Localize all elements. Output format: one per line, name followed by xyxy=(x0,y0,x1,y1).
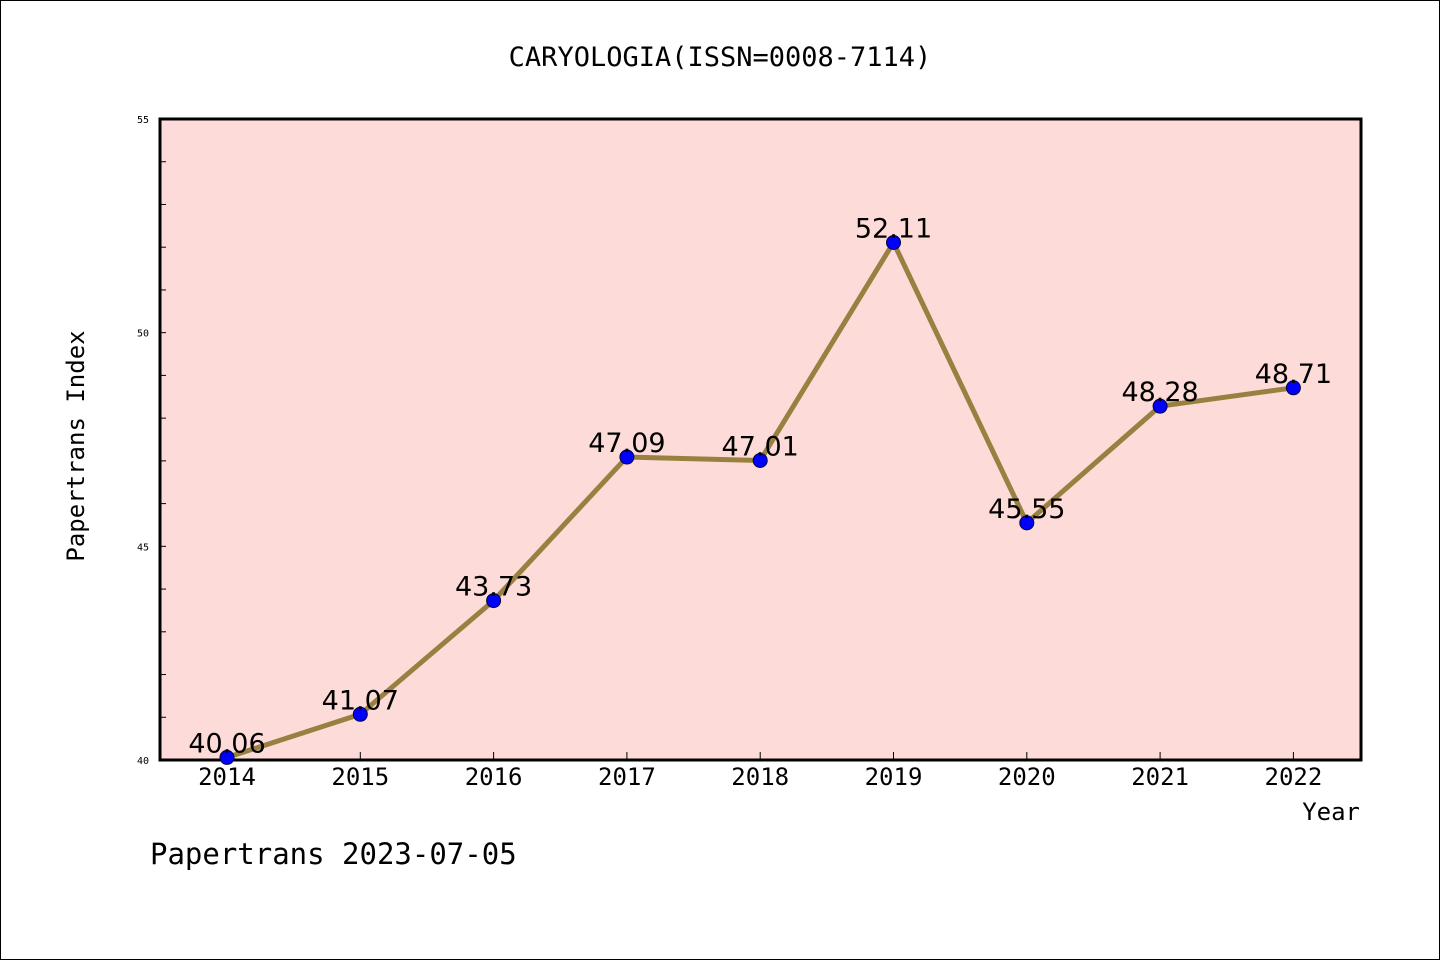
data-label: 47.09 xyxy=(588,428,665,459)
data-label: 45.55 xyxy=(988,494,1065,525)
data-point xyxy=(1285,380,1301,396)
data-point xyxy=(752,452,768,468)
data-label: 47.01 xyxy=(722,431,799,462)
x-tick-label: 2020 xyxy=(998,763,1056,791)
data-label: 48.71 xyxy=(1255,359,1332,390)
data-label: 43.73 xyxy=(455,572,532,603)
y-axis-label: Papertrans Index xyxy=(62,330,90,561)
footer-text: Papertrans 2023-07-05 xyxy=(150,837,517,871)
y-tick-label: 45 xyxy=(137,542,149,553)
data-points xyxy=(219,234,1301,765)
data-point xyxy=(1019,515,1035,531)
data-point xyxy=(1152,398,1168,414)
x-tick-label: 2021 xyxy=(1131,763,1189,791)
data-point xyxy=(219,749,235,765)
data-label: 41.07 xyxy=(322,685,399,716)
y-tick-label: 40 xyxy=(137,756,149,767)
x-tick-label: 2016 xyxy=(465,763,523,791)
x-tick-label: 2022 xyxy=(1265,763,1323,791)
x-tick-label: 2017 xyxy=(598,763,656,791)
x-tick-label: 2019 xyxy=(865,763,923,791)
data-point xyxy=(486,593,502,609)
y-tick-label: 55 xyxy=(137,115,149,126)
chart-title: CARYOLOGIA(ISSN=0008-7114) xyxy=(509,42,932,73)
x-axis-label: Year xyxy=(1302,798,1360,826)
data-point xyxy=(619,449,635,465)
data-label: 48.28 xyxy=(1121,377,1198,408)
y-tick-label: 50 xyxy=(137,329,149,340)
data-point xyxy=(886,234,901,250)
data-label: 52.11 xyxy=(855,213,932,244)
y-axis: 40 45 50 55 xyxy=(137,115,166,767)
x-tick-label: 2018 xyxy=(731,763,789,791)
data-label: 40.06 xyxy=(188,728,265,759)
plot-area xyxy=(158,117,1363,762)
x-tick-label: 2015 xyxy=(331,763,389,791)
x-tick-label: 2014 xyxy=(198,763,256,791)
data-labels: 40.06 41.07 43.73 47.09 47.01 52.11 45.55 48.28… xyxy=(188,213,1332,759)
data-point xyxy=(352,706,368,722)
x-axis: 2014 2015 2016 2017 2018 2019 2020 2021 2022 xyxy=(198,752,1322,791)
